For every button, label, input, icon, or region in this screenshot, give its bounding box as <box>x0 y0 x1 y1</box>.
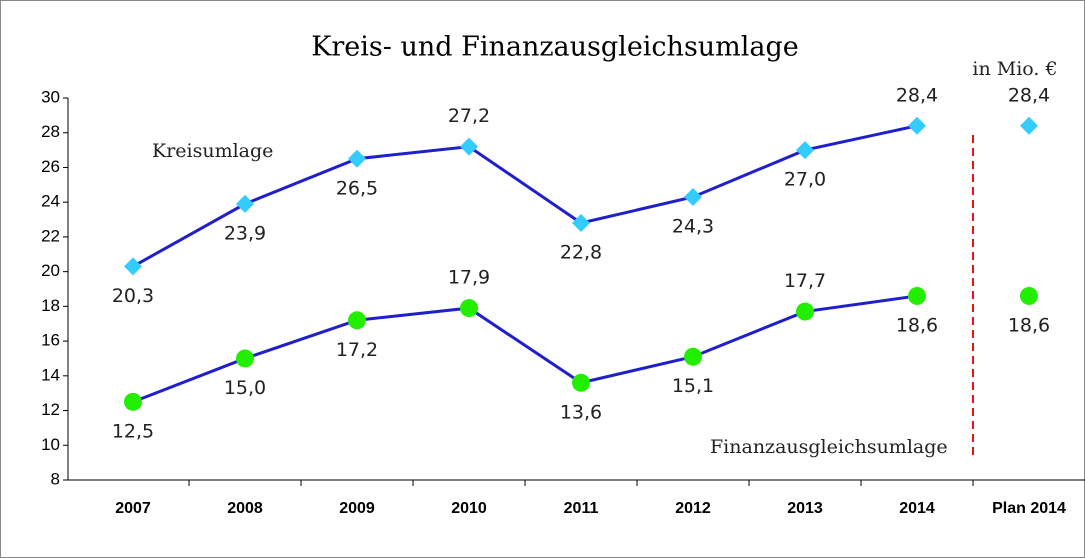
marker <box>684 347 702 366</box>
marker <box>460 299 478 318</box>
data-label: 17,7 <box>784 270 826 292</box>
series-label: Kreisumlage <box>152 140 273 162</box>
marker <box>460 137 478 156</box>
data-label: 18,6 <box>1008 314 1050 336</box>
data-label: 27,0 <box>784 169 826 191</box>
data-label: 12,5 <box>112 420 154 442</box>
x-tick-label: 2009 <box>339 500 375 517</box>
marker <box>796 302 814 321</box>
x-tick-label: 2008 <box>227 500 263 517</box>
y-tick-label: 8 <box>51 469 60 488</box>
series-label: Finanzausgleichsumlage <box>710 436 948 458</box>
y-tick-label: 20 <box>41 261 60 280</box>
data-label: 24,3 <box>672 215 714 237</box>
data-label: 28,4 <box>896 84 938 106</box>
data-label: 15,1 <box>672 375 714 397</box>
marker <box>1020 286 1038 305</box>
marker <box>236 194 254 213</box>
data-label: 17,2 <box>336 339 378 361</box>
data-label: 15,0 <box>224 377 266 399</box>
x-tick-label: 2014 <box>899 500 935 517</box>
data-label: 13,6 <box>560 401 602 423</box>
y-tick-label: 22 <box>41 226 60 245</box>
data-label: 27,2 <box>448 105 490 127</box>
unit-note: in Mio. € <box>972 58 1057 80</box>
marker <box>1020 116 1038 135</box>
marker <box>684 187 702 206</box>
y-tick-label: 28 <box>41 122 60 141</box>
data-label: 28,4 <box>1008 84 1050 106</box>
x-tick-label: 2011 <box>564 500 599 517</box>
data-label: 20,3 <box>112 285 154 307</box>
marker <box>124 257 142 276</box>
data-label: 17,9 <box>448 267 490 289</box>
x-tick-label: Plan 2014 <box>992 500 1066 517</box>
x-tick-label: 2010 <box>451 500 487 517</box>
marker <box>572 373 590 392</box>
y-tick-label: 18 <box>41 296 60 315</box>
marker <box>236 349 254 368</box>
data-label: 23,9 <box>224 222 266 244</box>
y-tick-label: 24 <box>41 192 60 211</box>
marker <box>348 149 366 168</box>
marker <box>572 214 590 233</box>
data-label: 18,6 <box>896 314 938 336</box>
x-tick-label: 2007 <box>115 500 151 517</box>
data-label: 22,8 <box>560 242 602 264</box>
series-line <box>132 294 918 404</box>
y-tick-label: 10 <box>41 435 60 454</box>
y-tick-label: 30 <box>41 87 60 106</box>
y-tick-label: 14 <box>41 365 60 384</box>
marker <box>348 311 366 330</box>
chart-title: Kreis- und Finanzausgleichsumlage <box>311 32 799 63</box>
x-tick-label: 2012 <box>675 500 711 517</box>
y-tick-label: 26 <box>41 157 60 176</box>
y-tick-label: 16 <box>41 331 60 350</box>
series-line <box>132 124 918 268</box>
marker <box>796 141 814 160</box>
marker <box>908 116 926 135</box>
y-tick-label: 12 <box>41 400 60 419</box>
data-label: 26,5 <box>336 177 378 199</box>
marker <box>908 286 926 305</box>
marker <box>124 392 142 411</box>
x-tick-label: 2013 <box>787 500 823 517</box>
